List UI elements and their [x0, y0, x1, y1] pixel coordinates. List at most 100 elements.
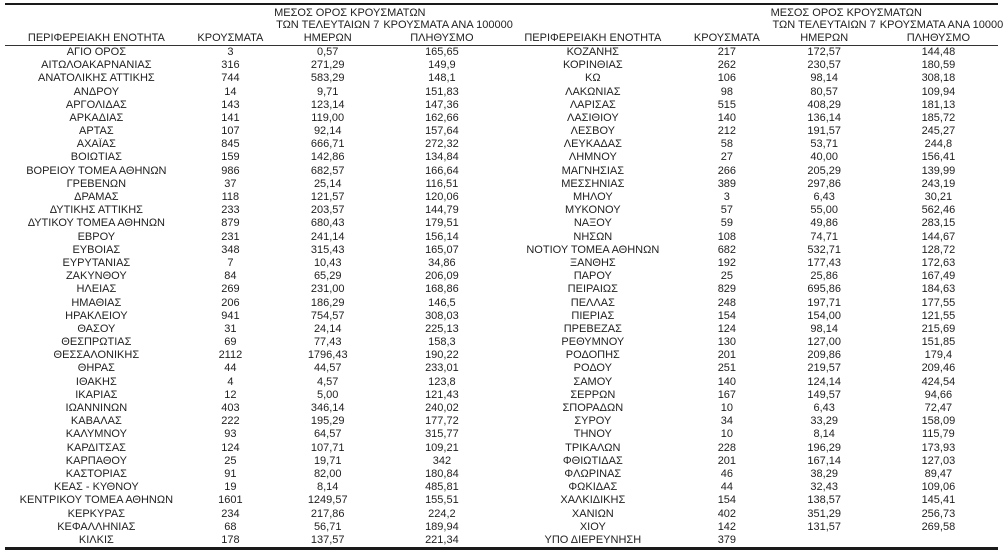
avg7-cell: 6,43 — [813, 191, 835, 204]
table-row: ΑΡΚΑΔΙΑΣ 141 119,00 162,66 ΛΑΣΙΘΙΟΥ 140 136,14… — [5, 112, 998, 125]
per100k-cell: 308,18 — [921, 72, 956, 85]
region-cell: ΧΑΛΚΙΔΙΚΗΣ — [560, 494, 626, 507]
table-row: ΑΙΤΩΛΟΑΚΑΡΝΑΝΙΑΣ 316 271,29 149,9 ΚΟΡΙΝΘΙΑΣ 2… — [5, 59, 998, 72]
region-cell: ΚΕΦΑΛΛΗΝΙΑΣ — [57, 520, 136, 533]
region-cell: ΦΩΚΙΔΑΣ — [568, 481, 618, 494]
table-row: ΚΑΛΥΜΝΟΥ 93 64,57 315,77 ΤΗΝΟΥ 10 8,14 115,79 — [5, 428, 998, 441]
cases-cell: 192 — [717, 256, 737, 269]
region-cell: ΗΜΑΘΙΑΣ — [71, 296, 122, 309]
table-row: ΙΩΑΝΝΙΝΩΝ 403 346,14 240,02 ΣΠΟΡΑΔΩΝ 10 6,43 72… — [5, 402, 998, 415]
table-row: ΑΡΓΟΛΙΔΑΣ 143 123,14 147,36 ΛΑΡΙΣΑΣ 515 408,29… — [5, 99, 998, 112]
per100k-cell — [879, 534, 998, 549]
region-cell: ΕΒΡΟΥ — [77, 230, 116, 243]
avg7-cell: 24,14 — [313, 322, 342, 335]
region-cell: ΠΕΙΡΑΙΩΣ — [567, 283, 618, 296]
avg7-cell: 44,57 — [313, 362, 342, 375]
avg7-cell: 56,71 — [313, 520, 342, 533]
per100k-cell: 151,83 — [425, 85, 459, 98]
cases-cell: 402 — [717, 507, 737, 520]
region-cell: ΒΟΙΩΤΙΑΣ — [70, 151, 122, 164]
region-cell: ΠΑΡΟΥ — [573, 270, 612, 283]
region-cell: ΝΟΤΙΟΥ ΤΟΜΕΑ ΑΘΗΝΩΝ — [526, 243, 660, 256]
per100k-cell: 123,8 — [428, 375, 456, 388]
per100k-cell: 562,46 — [921, 204, 956, 217]
per100k-cell: 121,43 — [425, 388, 459, 401]
table-row: ΚΕΝΤΡΙΚΟΥ ΤΟΜΕΑ ΑΘΗΝΩΝ 1601 1249,57 155,51 Χ… — [5, 494, 998, 507]
cases-cell: 234 — [221, 507, 240, 520]
avg7-cell: 121,57 — [310, 191, 345, 204]
per100k-cell: 180,84 — [425, 467, 459, 480]
region-cell: ΑΝΑΤΟΛΙΚΗΣ ΑΤΤΙΚΗΣ — [37, 72, 155, 85]
region-cell: ΚΑΣΤΟΡΙΑΣ — [65, 467, 127, 480]
per100k-cell: 127,03 — [921, 454, 956, 467]
region-cell: ΑΙΤΩΛΟΑΚΑΡΝΑΝΙΑΣ — [41, 59, 152, 72]
cases-cell: 91 — [224, 467, 237, 480]
cases-cell: 46 — [720, 467, 733, 480]
avg7-cell: 40,00 — [810, 151, 838, 164]
cases-cell: 58 — [720, 138, 733, 151]
avg7-cell — [770, 534, 879, 549]
table-row: ΓΡΕΒΕΝΩΝ 37 25,14 116,51 ΜΕΣΣΗΝΙΑΣ 389 297,86 2… — [5, 178, 998, 191]
avg7-cell: 682,57 — [310, 164, 345, 177]
table-row: ΚΑΡΠΑΘΟΥ 25 19,71 342 ΦΘΙΩΤΙΔΑΣ 201 167,14 127,… — [5, 455, 998, 468]
avg7-cell: 680,43 — [310, 217, 345, 230]
region-cell: ΠΡΕΒΕΖΑΣ — [563, 322, 622, 335]
avg7-cell: 137,57 — [310, 533, 345, 546]
table-row: ΔΥΤΙΚΗΣ ΑΤΤΙΚΗΣ 233 203,57 144,79 ΜΥΚΟΝΟΥ 57 5… — [5, 204, 998, 217]
region-cell: ΚΟΡΙΝΘΙΑΣ — [563, 59, 623, 72]
avg7-cell: 5,00 — [316, 388, 339, 401]
region-cell: ΤΗΝΟΥ — [573, 428, 612, 441]
per100k-cell: 156,14 — [425, 230, 459, 243]
header-avg7-right: ΜΕΣΟΣ ΟΡΟΣ ΚΡΟΥΣΜΑΤΩΝ ΤΩΝ ΤΕΛΕΥΤΑΙΩΝ 7 Η… — [769, 4, 922, 46]
per100k-cell: 109,94 — [921, 85, 956, 98]
per100k-cell: 485,81 — [425, 481, 459, 494]
per100k-cell: 233,01 — [425, 362, 459, 375]
header-region-left: ΠΕΡΙΦΕΡΕΙΑΚΗ ΕΝΟΤΗΤΑ — [5, 4, 188, 46]
cases-cell: 269 — [221, 283, 240, 296]
per100k-cell: 72,47 — [924, 402, 953, 415]
avg7-cell: 8,14 — [316, 481, 339, 494]
avg7-cell: 195,29 — [310, 415, 345, 428]
avg7-cell: 9,71 — [316, 85, 339, 98]
region-cell: ΣΥΡΟΥ — [574, 415, 612, 428]
header-per100k-line1: ΚΡΟΥΣΜΑΤΑ ΑΝΑ 100000 — [879, 19, 1003, 32]
region-cell: ΒΟΡΕΙΟΥ ΤΟΜΕΑ ΑΘΗΝΩΝ — [26, 164, 167, 177]
region-cell: ΚΑΡΔΙΤΣΑΣ — [66, 441, 126, 454]
cases-cell: 233 — [221, 204, 240, 217]
cases-cell: 154 — [717, 309, 737, 322]
per100k-cell: 139,99 — [921, 164, 956, 177]
avg7-cell: 219,57 — [807, 362, 841, 375]
region-cell: ΙΚΑΡΙΑΣ — [75, 388, 118, 401]
table-row: ΗΜΑΘΙΑΣ 206 186,29 146,5 ΠΕΛΛΑΣ 248 197,71 177,… — [5, 296, 998, 309]
region-cell: ΘΕΣΣΑΛΟΝΙΚΗΣ — [53, 349, 140, 362]
region-cell: ΧΙΟΥ — [579, 520, 606, 533]
header-avg7-line1: ΜΕΣΟΣ ΟΡΟΣ ΚΡΟΥΣΜΑΤΩΝ — [770, 7, 922, 19]
region-cell: ΗΛΕΙΑΣ — [76, 283, 117, 296]
region-cell: ΑΝΔΡΟΥ — [73, 85, 120, 98]
per100k-cell: 179,4 — [924, 349, 953, 362]
per100k-cell: 155,51 — [425, 494, 459, 507]
avg7-cell: 25,14 — [313, 177, 342, 190]
cases-cell: 206 — [221, 296, 240, 309]
cases-cell: 212 — [717, 125, 737, 138]
per100k-cell: 269,58 — [921, 520, 956, 533]
per100k-cell: 120,06 — [425, 191, 459, 204]
cases-cell: 12 — [224, 388, 237, 401]
region-cell: ΑΡΤΑΣ — [78, 125, 114, 138]
per100k-cell: 134,84 — [425, 151, 459, 164]
region-cell: ΚΑΒΑΛΑΣ — [70, 415, 122, 428]
avg7-cell: 346,14 — [310, 402, 345, 415]
per100k-cell: 144,67 — [921, 230, 956, 243]
region-cell: ΔΥΤΙΚΗΣ ΑΤΤΙΚΗΣ — [49, 204, 143, 217]
cases-cell: 217 — [717, 45, 737, 58]
region-cell: ΥΠΟ ΔΙΕΡΕΥΝΗΣΗ — [544, 533, 642, 546]
cases-cell: 266 — [717, 164, 737, 177]
avg7-cell: 209,86 — [807, 349, 841, 362]
per100k-cell: 180,59 — [921, 59, 956, 72]
avg7-cell: 92,14 — [313, 125, 342, 138]
avg7-cell: 65,29 — [313, 270, 342, 283]
header-per100k-right: ΚΡΟΥΣΜΑΤΑ ΑΝΑ 100000 ΠΛΗΘΥΣΜΟ — [878, 4, 1003, 46]
avg7-cell: 297,86 — [807, 177, 841, 190]
per100k-cell: 172,63 — [921, 256, 956, 269]
